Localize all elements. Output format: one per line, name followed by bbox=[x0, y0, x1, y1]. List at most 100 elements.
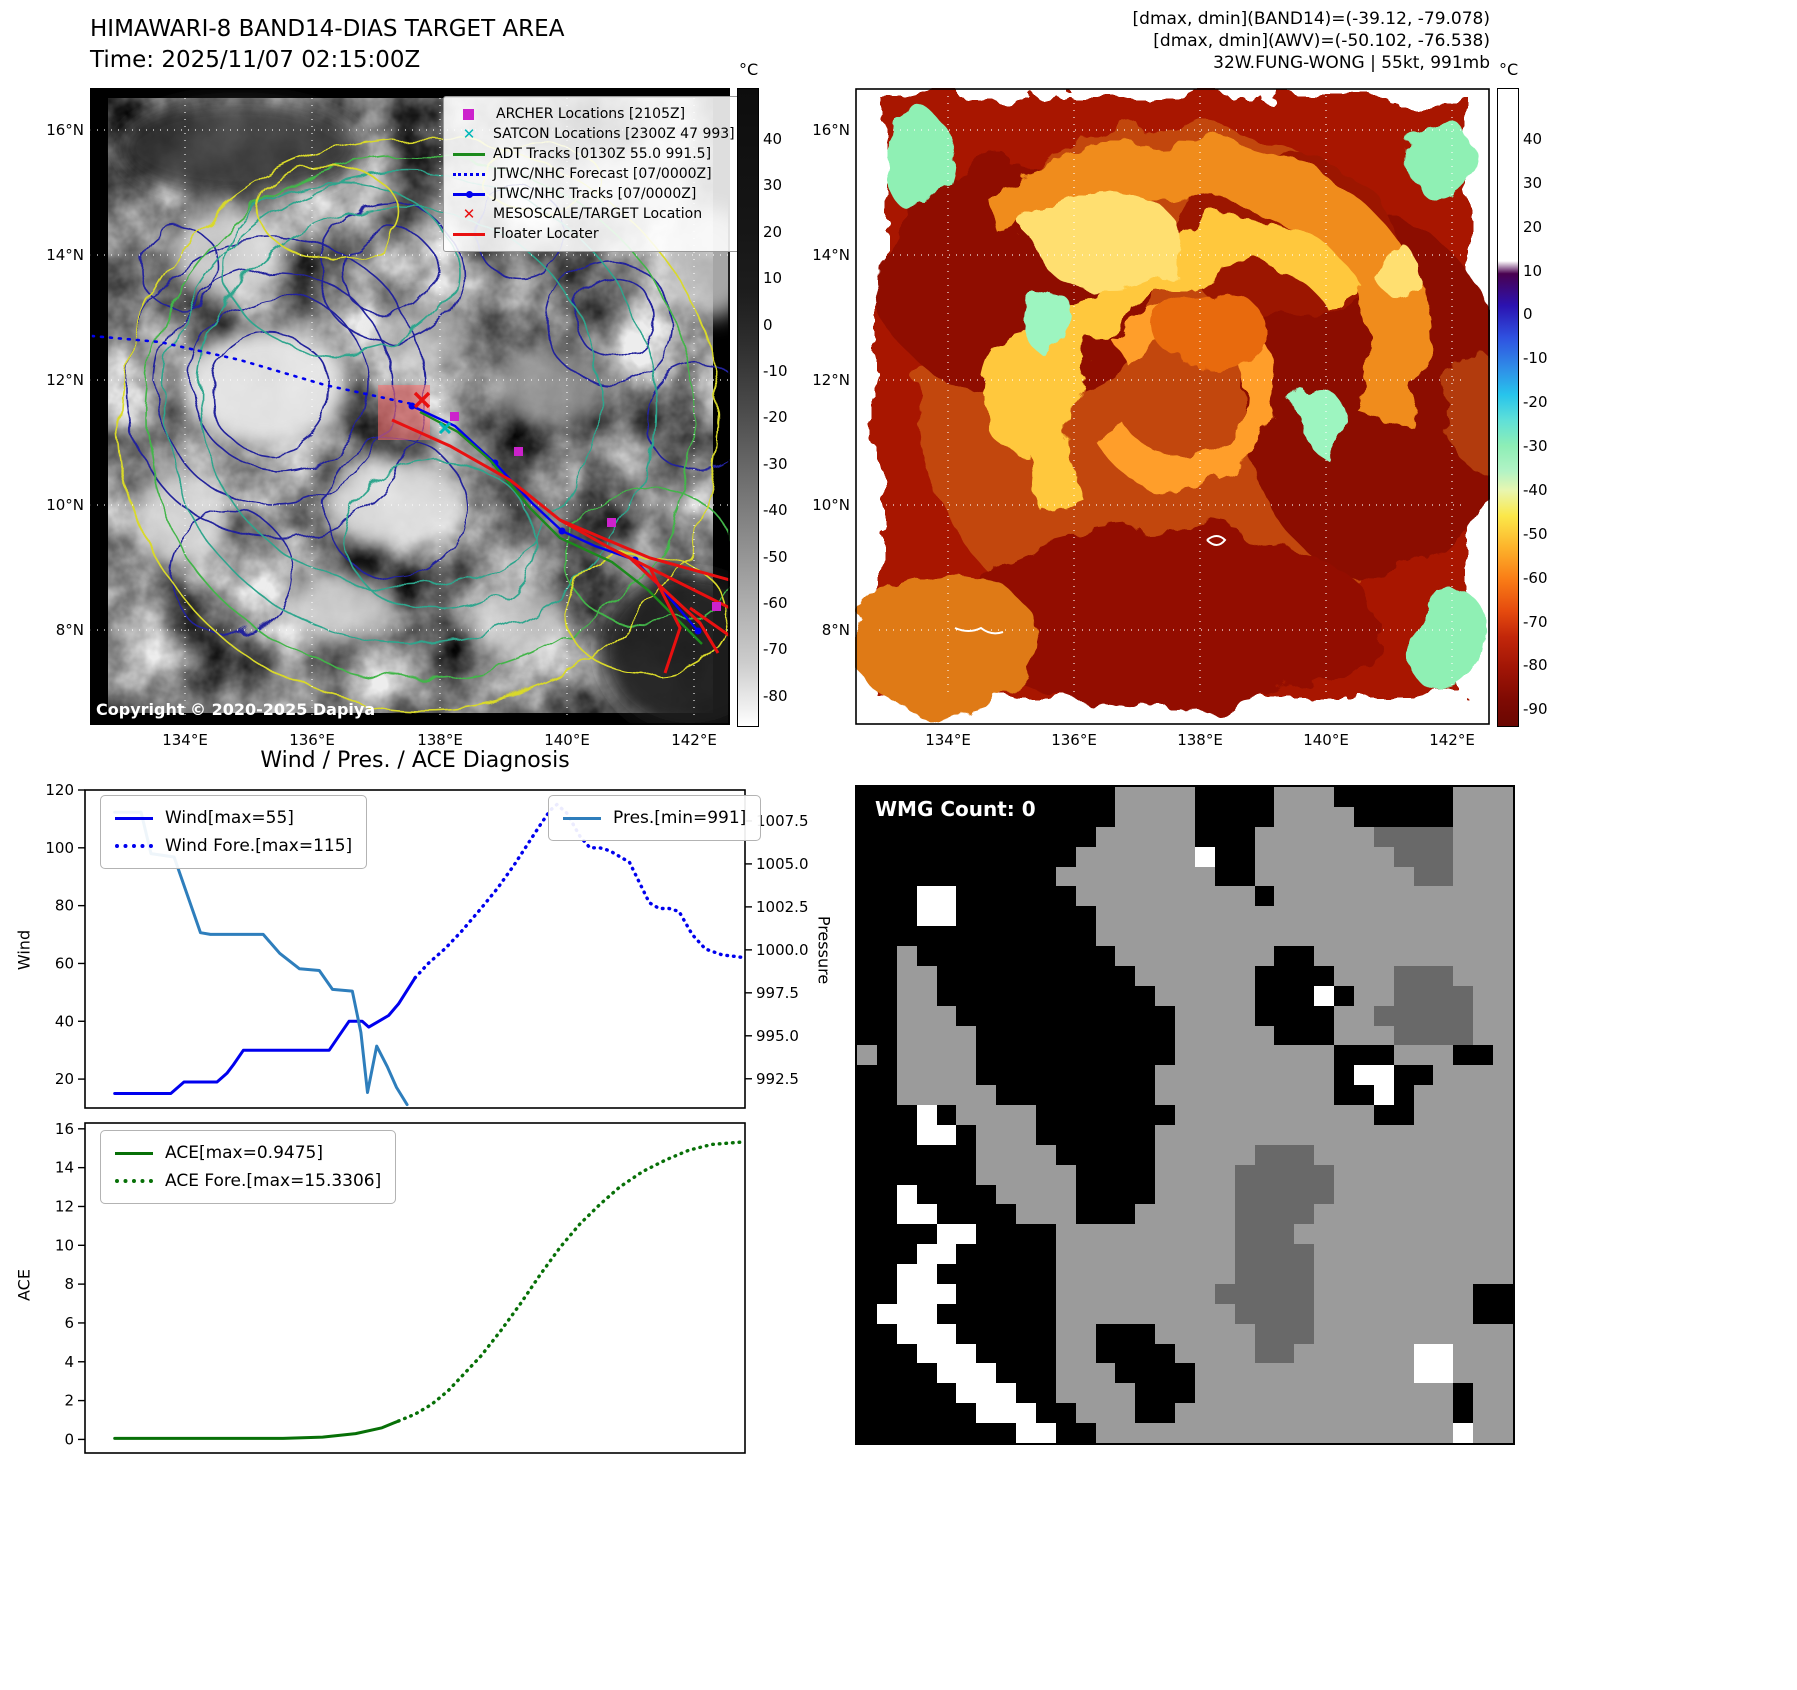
legend-label: Wind[max=55] bbox=[165, 808, 294, 828]
wind-line-sample bbox=[115, 816, 153, 820]
wmg-panel: WMG Count: 0 bbox=[855, 785, 1515, 1445]
band14-time: Time: 2025/11/07 02:15:00Z bbox=[90, 47, 421, 73]
legend-label: Pres.[min=991] bbox=[613, 808, 747, 828]
legend-label: ADT Tracks [0130Z 55.0 991.5] bbox=[493, 146, 712, 162]
awv-header: [dmax, dmin](BAND14)=(-39.12, -79.078) [… bbox=[1090, 8, 1490, 74]
pressure-legend: Pres.[min=991] bbox=[548, 795, 762, 841]
cb-tick: 20 bbox=[763, 223, 783, 241]
lon-tick: 136°E bbox=[1051, 731, 1097, 749]
wmg-grid bbox=[857, 787, 1513, 1443]
cb-tick: 0 bbox=[763, 316, 773, 334]
awv-header-line3: 32W.FUNG-WONG | 55kt, 991mb bbox=[1213, 53, 1490, 73]
lon-tick: 142°E bbox=[671, 731, 717, 749]
cb-tick: 30 bbox=[1523, 174, 1543, 192]
cb-tick: -50 bbox=[1523, 525, 1548, 543]
band14-title: HIMAWARI-8 BAND14-DIAS TARGET AREA bbox=[90, 16, 565, 42]
legend-item: ACE[max=0.9475] bbox=[115, 1139, 381, 1167]
lon-tick: 138°E bbox=[1177, 731, 1223, 749]
lat-tick: 8°N bbox=[55, 621, 84, 639]
map-frame bbox=[855, 88, 1490, 725]
cb-tick: -10 bbox=[763, 362, 788, 380]
awv-header-line1: [dmax, dmin](BAND14)=(-39.12, -79.078) bbox=[1132, 9, 1490, 29]
lat-tick: 14°N bbox=[812, 246, 850, 264]
jtwc-forecast-line bbox=[90, 334, 414, 406]
legend-label: ARCHER Locations [2105Z] bbox=[496, 106, 686, 122]
archer-marker-icon bbox=[463, 108, 474, 120]
cb-tick: 20 bbox=[1523, 218, 1543, 236]
floater-line-icon bbox=[453, 232, 485, 236]
cb-tick: -20 bbox=[763, 408, 788, 426]
cb-tick: -20 bbox=[1523, 393, 1548, 411]
lon-tick: 134°E bbox=[162, 731, 208, 749]
y2-tick-label: 1000.0 bbox=[756, 941, 809, 959]
cb-tick: -90 bbox=[1523, 700, 1548, 718]
cb-tick: -70 bbox=[1523, 613, 1548, 631]
lon-tick: 134°E bbox=[925, 731, 971, 749]
floater-lines bbox=[391, 418, 730, 674]
satcon-x-marker bbox=[438, 421, 452, 435]
y-tick-label: 80 bbox=[55, 897, 74, 915]
cb-tick: 0 bbox=[1523, 305, 1533, 323]
y-tick-label: 20 bbox=[55, 1070, 74, 1088]
lat-tick: 10°N bbox=[46, 496, 84, 514]
cb-tick: -30 bbox=[763, 455, 788, 473]
legend-label: ACE[max=0.9475] bbox=[165, 1143, 323, 1163]
legend-label: JTWC/NHC Forecast [07/0000Z] bbox=[493, 166, 712, 182]
legend-item: ✕ SATCON Locations [2300Z 47 993] bbox=[453, 124, 745, 144]
grid-lines bbox=[90, 98, 730, 715]
y2-tick-label: 995.0 bbox=[756, 1027, 799, 1045]
lat-tick: 12°N bbox=[46, 371, 84, 389]
adt-line-icon bbox=[453, 152, 485, 156]
diagnosis-title: Wind / Pres. / ACE Diagnosis bbox=[260, 748, 570, 773]
y-tick-label: 100 bbox=[45, 839, 74, 857]
y-tick-label: 0 bbox=[64, 1430, 74, 1448]
lon-tick: 136°E bbox=[289, 731, 335, 749]
legend-item: Wind[max=55] bbox=[115, 804, 352, 832]
cb-tick: -40 bbox=[1523, 481, 1548, 499]
legend-item: ADT Tracks [0130Z 55.0 991.5] bbox=[453, 144, 745, 164]
y-tick-label: 16 bbox=[55, 1120, 74, 1138]
legend-item: Floater Locater bbox=[453, 224, 745, 244]
y-tick-label: 8 bbox=[64, 1275, 74, 1293]
y-tick-label: 60 bbox=[55, 954, 74, 972]
legend-label: SATCON Locations [2300Z 47 993] bbox=[493, 126, 735, 142]
y-tick-label: 40 bbox=[55, 1012, 74, 1030]
cb-tick: 40 bbox=[763, 130, 783, 148]
plot-frame bbox=[84, 789, 746, 1109]
lon-tick: 142°E bbox=[1429, 731, 1475, 749]
colorbar-unit: °C bbox=[739, 60, 759, 79]
ace-chart: 0 2 4 6 8 10 12 14 16 bbox=[55, 1120, 747, 1454]
wmg-count-label: WMG Count: 0 bbox=[875, 797, 1036, 821]
lat-tick: 10°N bbox=[812, 496, 850, 514]
cb-tick: -80 bbox=[763, 687, 788, 705]
wind-axis-label: Wind bbox=[14, 929, 34, 971]
track-dot bbox=[465, 190, 473, 198]
legend-item: Wind Fore.[max=115] bbox=[115, 832, 352, 860]
lat-tick: 14°N bbox=[46, 246, 84, 264]
adt-track-line bbox=[419, 410, 703, 645]
band14-colorbar bbox=[737, 88, 759, 727]
cb-tick: 40 bbox=[1523, 130, 1543, 148]
legend-item: Pres.[min=991] bbox=[563, 804, 746, 832]
y-tick-label: 2 bbox=[64, 1392, 74, 1410]
y-tick-label: 14 bbox=[55, 1159, 74, 1177]
legend-item: JTWC/NHC Tracks [07/0000Z] bbox=[453, 184, 745, 204]
wind-fore-line-sample bbox=[115, 844, 153, 848]
pressure-axis-label: Pressure bbox=[814, 915, 834, 985]
band14-title-block: HIMAWARI-8 BAND14-DIAS TARGET AREA Time:… bbox=[90, 14, 564, 76]
coastline bbox=[954, 535, 1227, 635]
y-tick-label: 4 bbox=[64, 1353, 74, 1371]
mesoscale-x-icon: ✕ bbox=[462, 205, 476, 223]
lon-tick: 140°E bbox=[544, 731, 590, 749]
colorbar-unit: °C bbox=[1499, 60, 1519, 79]
target-x-marker bbox=[413, 391, 431, 409]
grid-lines bbox=[879, 96, 1467, 698]
wind-legend: Wind[max=55] Wind Fore.[max=115] bbox=[100, 795, 368, 869]
wind-pressure-chart: 20 40 60 80 100 120 992.5 995.0 997.5 1000.0 1002.… bbox=[45, 782, 809, 1109]
y-tick-label: 10 bbox=[55, 1236, 74, 1254]
series-line bbox=[113, 1419, 400, 1440]
awv-header-line2: [dmax, dmin](AWV)=(-50.102, -76.538) bbox=[1153, 31, 1490, 51]
legend-label: Wind Fore.[max=115] bbox=[165, 836, 353, 856]
lat-tick: 16°N bbox=[46, 121, 84, 139]
